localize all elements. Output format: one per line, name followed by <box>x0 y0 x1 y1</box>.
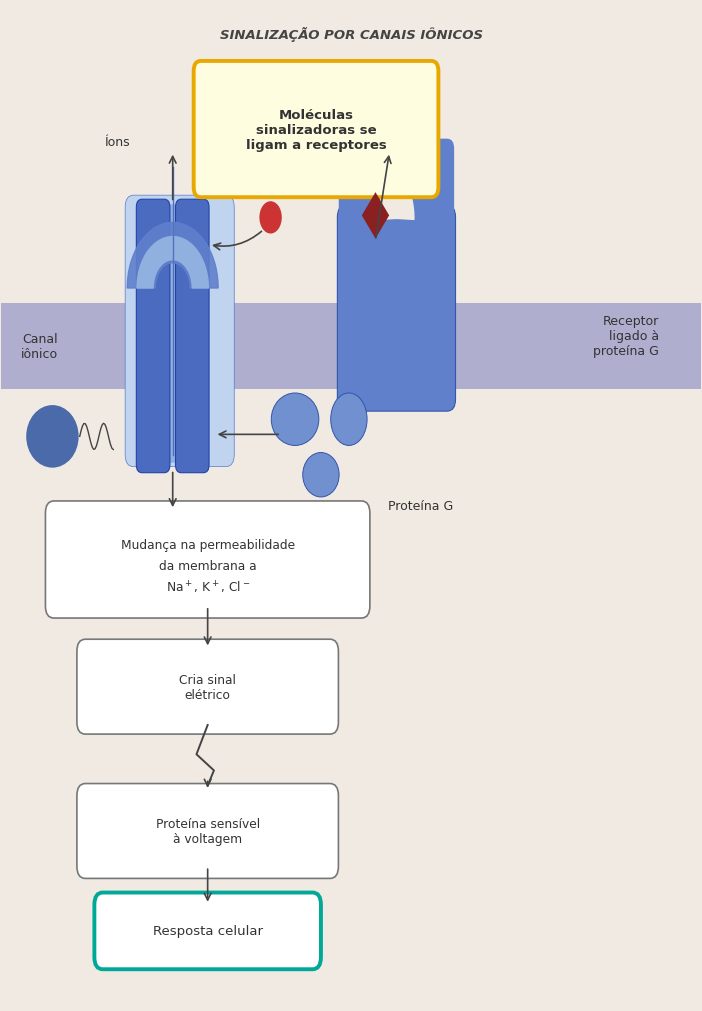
Polygon shape <box>127 223 218 289</box>
Text: Proteína G: Proteína G <box>388 499 453 512</box>
Text: Cria sinal
elétrico: Cria sinal elétrico <box>179 673 236 701</box>
FancyBboxPatch shape <box>164 205 182 463</box>
FancyBboxPatch shape <box>46 501 370 619</box>
Text: Na$^+$, K$^+$, Cl$^-$: Na$^+$, K$^+$, Cl$^-$ <box>166 579 250 595</box>
FancyBboxPatch shape <box>77 640 338 734</box>
FancyBboxPatch shape <box>176 200 209 473</box>
FancyBboxPatch shape <box>338 206 456 411</box>
Polygon shape <box>194 261 207 311</box>
FancyBboxPatch shape <box>194 62 439 198</box>
Polygon shape <box>362 193 389 240</box>
Text: SINALIZAÇÃO POR CANAIS IÔNICOS: SINALIZAÇÃO POR CANAIS IÔNICOS <box>220 26 482 41</box>
FancyBboxPatch shape <box>136 200 170 473</box>
Ellipse shape <box>303 453 339 497</box>
FancyBboxPatch shape <box>77 784 338 879</box>
Bar <box>1 304 701 389</box>
Ellipse shape <box>26 405 79 468</box>
Text: Íons: Íons <box>105 136 131 149</box>
Text: Receptor
ligado à
proteína G: Receptor ligado à proteína G <box>592 315 658 358</box>
Circle shape <box>260 202 282 235</box>
Polygon shape <box>379 178 414 220</box>
Text: Moléculas
sinalizadoras se
ligam a receptores: Moléculas sinalizadoras se ligam a recep… <box>246 108 386 152</box>
Polygon shape <box>137 238 208 289</box>
Text: Mudança na permeabilidade: Mudança na permeabilidade <box>121 538 295 551</box>
FancyBboxPatch shape <box>339 140 383 231</box>
Text: da membrana a: da membrana a <box>159 559 256 572</box>
FancyBboxPatch shape <box>411 140 454 231</box>
Ellipse shape <box>331 393 367 446</box>
Text: Canal
iônico: Canal iônico <box>21 333 58 361</box>
Ellipse shape <box>271 393 319 446</box>
FancyBboxPatch shape <box>94 893 321 970</box>
FancyBboxPatch shape <box>125 196 234 467</box>
Text: Proteína sensível
à voltagem: Proteína sensível à voltagem <box>156 817 260 845</box>
Text: Resposta celular: Resposta celular <box>152 924 263 937</box>
